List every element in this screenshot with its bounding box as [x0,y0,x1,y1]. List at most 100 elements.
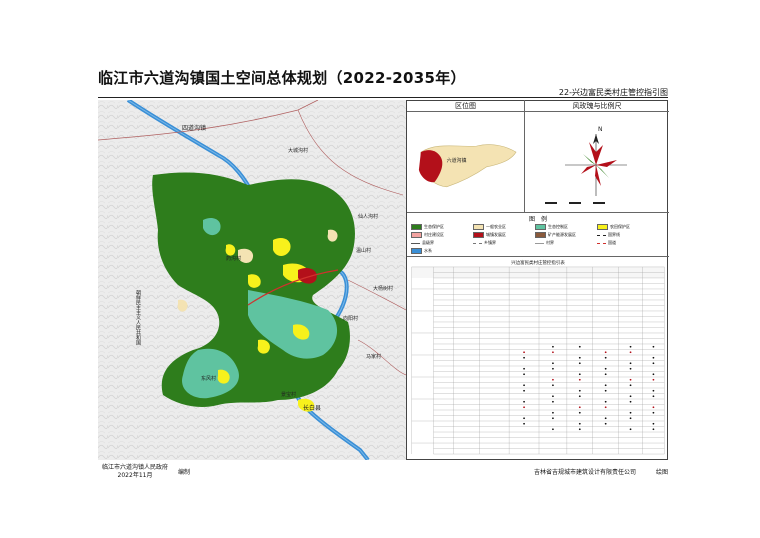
label-xiangyang: 向阳村 [343,315,358,322]
legend-label: 村庄建设区 [424,232,444,237]
page-title: 临江市六道沟镇国土空间总体规划（2022-2035年） [98,69,466,87]
legend-swatch [473,242,482,244]
region-outline [420,144,517,188]
table-dot [578,345,581,348]
legend-item: 生态控制区 [535,224,568,230]
table-dot [604,351,607,354]
legend-label: 国道 [608,240,616,245]
table-dot [523,417,525,420]
legend-item: 乡镇界 [473,240,496,246]
scale-bar [545,202,605,204]
footer-company-name: 吉林省吉规城市建筑设计有限责任公司 [534,469,637,476]
table-dot [604,373,607,376]
table-dot [604,384,607,387]
legend-label: 生态保护区 [424,224,444,229]
table-dot [604,356,607,359]
legend-swatch [535,224,546,230]
table-dot [523,406,525,409]
label-jinma: 景宝村 [281,391,296,398]
label-dongfang: 大杨树村 [373,285,393,292]
table-dot [578,395,581,398]
legend-swatch [597,242,606,244]
table-dot [652,406,655,409]
legend-swatch [473,232,484,238]
label-wenshan: 温山村 [356,247,371,254]
village-boundary [347,279,406,311]
legend-swatch [597,234,606,236]
label-sidaogou: 四道沟镇 [182,124,206,132]
legend-item: 村庄建设区 [411,232,444,238]
side-panel: 区位图 风玫瑰与比例尺 六道沟镇 N 图 例 生态保护区 一般农业区 生态控制区 农田… [406,100,669,460]
table-dot [604,406,607,409]
table-dot [652,389,655,392]
legend-label: 生态控制区 [548,224,568,229]
legend-swatch [411,232,422,238]
footer-government: 临江市六道沟镇人民政府 2022年11月 [98,464,172,480]
rose-header: 风玫瑰与比例尺 [525,100,669,112]
legend-item: 国界线 [597,232,620,238]
table-dot [629,400,632,403]
table-dot [552,411,554,414]
national-road [247,269,339,306]
label-yaogou: 药沟村 [226,255,241,262]
legend-label: 乡镇界 [484,240,496,245]
table-dot [604,400,607,403]
table-dot [629,351,632,354]
table-dot [552,417,554,420]
legend-item: 农田保护区 [597,224,630,230]
label-dfk: 东风村 [201,375,216,382]
legend-label: 城镇发展区 [486,232,506,237]
legend-title: 图 例 [528,216,547,223]
table-dot [652,362,655,365]
wind-rose-secondary [583,154,609,178]
table-dot [629,345,632,348]
legend-label: 国界线 [608,232,620,237]
ecological-control-zone [248,290,338,359]
legend-item: 生态保护区 [411,224,444,230]
legend-item: 国道 [597,240,616,246]
footer-draw: 绘图 [655,469,668,476]
legend-item: 一般农业区 [473,224,506,230]
legend-item: 水系 [411,248,432,254]
table-dot [629,367,632,370]
table-dot [523,400,525,403]
village-boundary [357,339,406,376]
title-rule [98,97,668,98]
label-dachengzi: 大城沟村 [288,147,308,154]
label-xianggou: 仙人沟村 [358,213,378,220]
table-dot [578,356,581,359]
table-dot [578,373,581,376]
table-dot [552,400,554,403]
table-dot [652,395,655,398]
location-label: 六道沟镇 [447,157,467,164]
table-dot [652,378,655,381]
table-dot [523,367,525,370]
table-dot [523,373,525,376]
table-dot [604,417,607,420]
table-dot [523,422,525,425]
legend-label: 矿产能源发展区 [548,232,576,237]
table-dot [523,351,525,354]
table-dot [578,378,581,381]
liudaogou-highlight [418,150,443,183]
label-mache: 马家村 [366,353,381,360]
table-dot [523,356,525,359]
county-boundary [98,100,319,141]
table-dot [578,428,581,431]
table-dot [652,373,655,376]
main-map[interactable]: 四道沟镇 大城沟村 仙人沟村 温山村 药沟村 大杨树村 向阳村 马家村 东风村 … [98,100,406,460]
table-dot [578,389,581,392]
town-development-zone [298,268,317,284]
legend-swatch [597,224,608,230]
table-dot [604,422,607,425]
label-korea: 朝鲜民主主义人民共和国 [135,290,141,346]
table-dot [552,395,554,398]
table-dot [552,351,554,354]
legend-swatch [411,224,422,230]
legend-item: 县级界 [411,240,434,246]
legend-item: 矿产能源发展区 [535,232,576,238]
table-dot [652,422,655,425]
village-boundary [297,109,404,196]
table-dot [629,378,632,381]
table-dot [604,389,607,392]
